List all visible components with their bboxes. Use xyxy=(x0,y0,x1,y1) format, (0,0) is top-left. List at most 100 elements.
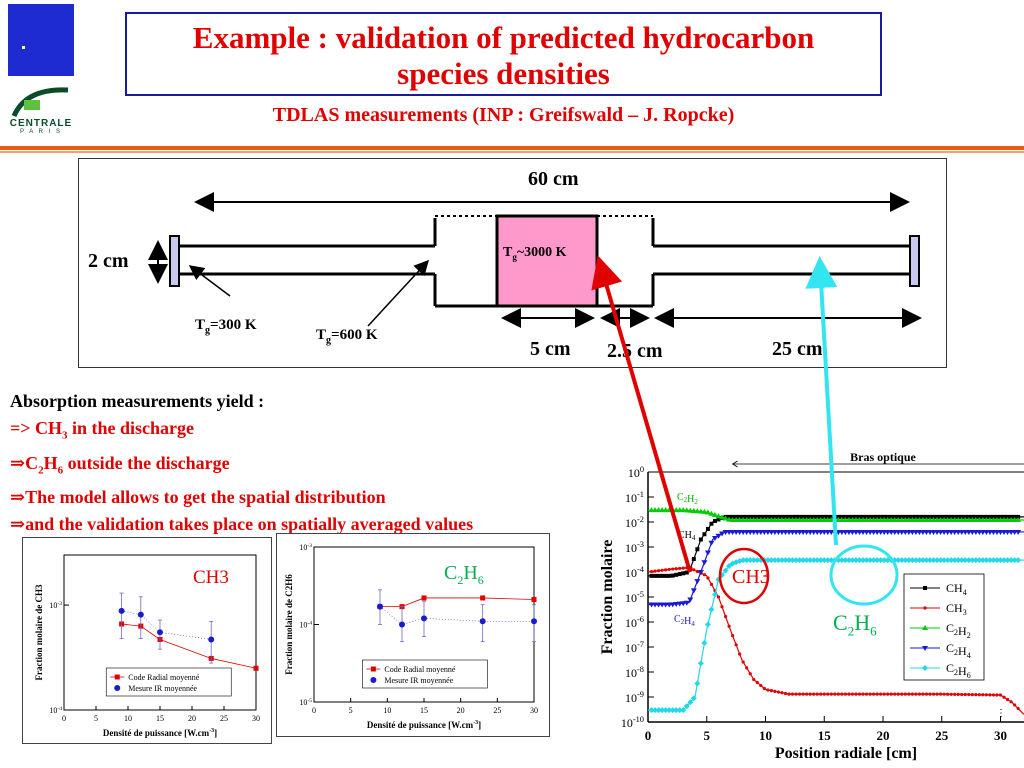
point-c2h6 xyxy=(687,699,694,706)
logo-top xyxy=(8,4,74,76)
point-ch4 xyxy=(797,514,802,519)
x-axis-label: Densité de puissance [W.cm-3] xyxy=(367,720,481,730)
point-ch4 xyxy=(776,514,781,519)
big-c2h6-label: C2H6 xyxy=(833,610,877,639)
data-point-circle xyxy=(118,607,125,614)
point-ch3 xyxy=(741,660,745,664)
point-ch3 xyxy=(868,692,872,696)
point-ch3 xyxy=(935,692,939,696)
point-c2h6 xyxy=(680,707,687,714)
point-ch3 xyxy=(790,692,795,696)
point-ch4 xyxy=(959,514,964,519)
point-c2h4 xyxy=(676,601,683,607)
point-ch3 xyxy=(1009,700,1013,704)
point-ch3 xyxy=(900,692,904,696)
point-ch4 xyxy=(892,514,897,519)
y-tick-label: 10-3 xyxy=(625,540,644,555)
length-label: 60 cm xyxy=(528,168,579,190)
point-ch3 xyxy=(882,692,886,696)
x-tick-label: 0 xyxy=(312,706,316,715)
point-c2h2 xyxy=(711,511,718,517)
point-c2h4 xyxy=(708,540,715,546)
title-line2: species densities xyxy=(397,56,610,91)
y-tick-label: 10-5 xyxy=(299,698,312,707)
height-label: 2 cm xyxy=(88,250,129,272)
point-ch3 xyxy=(734,643,738,647)
point-ch3 xyxy=(819,692,823,696)
legend-marker xyxy=(370,666,376,672)
point-c2h4 xyxy=(673,601,680,607)
point-ch4 xyxy=(730,514,735,519)
data-point-circle xyxy=(421,615,427,622)
point-c2h2 xyxy=(708,510,715,516)
point-ch4 xyxy=(741,514,746,519)
point-ch4 xyxy=(808,514,813,519)
point-ch4 xyxy=(998,514,1003,519)
window-right xyxy=(909,235,920,287)
point-c2h6 xyxy=(958,557,965,564)
point-ch4 xyxy=(864,514,869,519)
point-ch3 xyxy=(886,692,890,696)
point-ch3 xyxy=(914,692,918,696)
point-ch3 xyxy=(780,691,784,695)
point-ch4 xyxy=(790,514,795,519)
inline-c2h2: C2H2 xyxy=(677,492,698,506)
point-ch3 xyxy=(692,568,696,572)
point-ch3 xyxy=(907,692,911,696)
logo-subtext: P A R I S xyxy=(20,129,62,135)
point-c2h6 xyxy=(916,557,923,564)
point-ch4 xyxy=(850,514,855,519)
point-ch3 xyxy=(836,692,840,696)
point-ch3 xyxy=(1005,697,1010,702)
point-ch3 xyxy=(702,573,706,577)
divider xyxy=(0,146,1024,150)
point-c2h4 xyxy=(669,602,676,608)
point-ch3 xyxy=(864,692,869,696)
x-tick-label: 20 xyxy=(188,714,196,723)
point-c2h6 xyxy=(1004,557,1011,564)
x-tick-label: 5 xyxy=(704,728,711,743)
point-ch3 xyxy=(653,569,657,573)
point-c2h6 xyxy=(655,707,662,714)
absorption-line3: ⇒The model allows to get the spatial dis… xyxy=(10,487,386,508)
point-ch4 xyxy=(691,556,696,561)
point-ch3 xyxy=(917,692,922,696)
point-c2h6 xyxy=(810,557,817,564)
legend-box xyxy=(903,573,985,681)
point-ch4 xyxy=(931,514,936,519)
legend-marker xyxy=(923,586,927,590)
point-c2h4 xyxy=(680,601,687,607)
point-ch3 xyxy=(681,566,685,570)
point-c2h4 xyxy=(715,533,722,539)
point-c2h4 xyxy=(687,597,694,603)
point-ch3 xyxy=(857,692,862,696)
point-ch4 xyxy=(839,514,844,519)
point-ch4 xyxy=(843,514,848,519)
point-ch4 xyxy=(744,514,749,519)
point-ch4 xyxy=(896,514,901,519)
absorption-heading: Absorption measurements yield : xyxy=(10,391,265,411)
data-point-square xyxy=(480,595,486,601)
legend-box xyxy=(362,659,488,689)
point-ch3 xyxy=(723,614,728,619)
point-c2h6 xyxy=(778,557,785,564)
logo-name: CENTRALE xyxy=(9,118,73,129)
point-ch4 xyxy=(885,514,890,519)
point-ch4 xyxy=(794,514,799,519)
point-c2h2 xyxy=(726,516,733,522)
point-ch3 xyxy=(942,692,946,696)
point-ch4 xyxy=(787,514,791,519)
point-ch3 xyxy=(921,692,925,696)
point-c2h6 xyxy=(669,707,676,714)
point-c2h6 xyxy=(990,557,997,564)
point-c2h4 xyxy=(1015,529,1022,535)
point-c2h6 xyxy=(986,557,993,564)
point-ch4 xyxy=(762,514,767,519)
legend-label: C2H6 xyxy=(946,661,971,680)
point-ch4 xyxy=(765,514,770,519)
point-c2h6 xyxy=(666,707,673,714)
point-ch3 xyxy=(854,692,858,696)
x-tick-label: 30 xyxy=(530,706,538,715)
point-ch4 xyxy=(653,573,658,578)
point-ch4 xyxy=(1005,514,1010,519)
